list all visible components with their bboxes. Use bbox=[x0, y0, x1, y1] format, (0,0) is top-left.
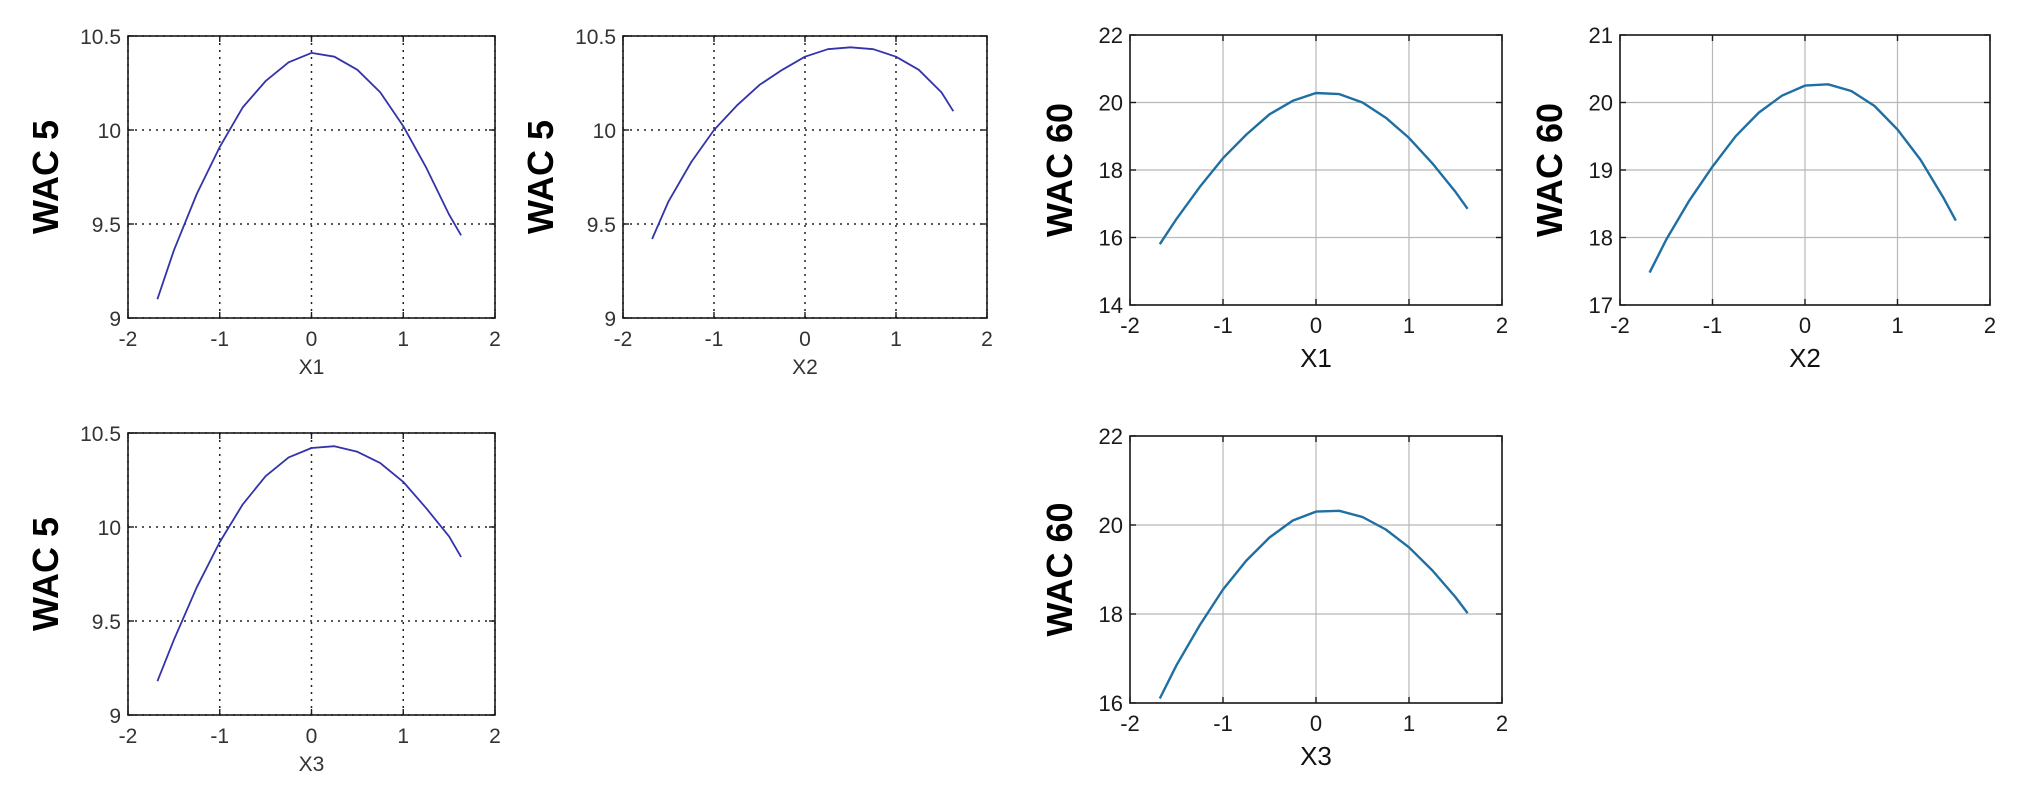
x-tick-label: -2 bbox=[119, 328, 138, 351]
y-tick-label: 20 bbox=[1099, 91, 1123, 116]
subplot-1: -2 -1 0 1 2 9 9.5 10 10.5 X1 WAC 5 bbox=[25, 26, 501, 379]
x-axis-label: X1 bbox=[299, 356, 325, 379]
subplot-4: -2 -1 0 1 2 17 18 19 20 21 X2 WAC 60 bbox=[1529, 23, 1996, 373]
x-axis-label: X3 bbox=[299, 753, 325, 776]
x-tick-label: -2 bbox=[119, 725, 138, 748]
y-tick-label: 21 bbox=[1589, 23, 1613, 48]
x-tick-label: -2 bbox=[1120, 313, 1140, 338]
x-axis-label: X2 bbox=[1789, 343, 1821, 373]
series-line bbox=[157, 53, 461, 299]
x-tick-label: 2 bbox=[489, 725, 501, 748]
series-line bbox=[652, 47, 953, 239]
series-line bbox=[1160, 93, 1468, 244]
x-axis-label: X1 bbox=[1300, 343, 1332, 373]
y-tick-label: 9.5 bbox=[92, 611, 121, 634]
y-tick-label: 19 bbox=[1589, 158, 1613, 183]
y-tick-label: 16 bbox=[1099, 691, 1123, 716]
x-tick-label: -1 bbox=[1703, 313, 1723, 338]
x-axis-label: X3 bbox=[1300, 741, 1332, 771]
y-tick-label: 17 bbox=[1589, 293, 1613, 318]
x-tick-label: 1 bbox=[397, 328, 409, 351]
y-tick-label: 22 bbox=[1099, 424, 1123, 449]
y-axis-label: WAC 5 bbox=[25, 120, 66, 234]
y-tick-label: 10 bbox=[98, 120, 121, 143]
series-line bbox=[1160, 511, 1468, 699]
y-axis-label: WAC 60 bbox=[1039, 103, 1080, 237]
y-tick-label: 10.5 bbox=[80, 26, 121, 49]
y-axis-label: WAC 5 bbox=[520, 120, 561, 234]
series-line bbox=[157, 446, 461, 681]
y-tick-label: 20 bbox=[1589, 91, 1613, 116]
x-tick-label: 0 bbox=[1310, 711, 1322, 736]
x-tick-label: -1 bbox=[1213, 711, 1233, 736]
x-tick-label: 1 bbox=[1403, 711, 1415, 736]
x-tick-label: 1 bbox=[890, 328, 902, 351]
subplot-6: -2 -1 0 1 2 16 18 20 22 X3 WAC 60 bbox=[1039, 424, 1508, 771]
x-tick-label: 1 bbox=[1891, 313, 1903, 338]
y-tick-label: 10 bbox=[593, 120, 616, 143]
x-tick-label: 2 bbox=[489, 328, 501, 351]
y-tick-label: 9.5 bbox=[587, 214, 616, 237]
y-tick-label: 14 bbox=[1099, 293, 1123, 318]
x-tick-label: -1 bbox=[1213, 313, 1233, 338]
y-tick-label: 10.5 bbox=[80, 423, 121, 446]
x-tick-label: 0 bbox=[306, 725, 318, 748]
x-tick-label: 1 bbox=[397, 725, 409, 748]
y-axis-label: WAC 5 bbox=[25, 517, 66, 631]
y-tick-label: 9.5 bbox=[92, 214, 121, 237]
x-tick-label: -2 bbox=[1610, 313, 1630, 338]
y-tick-label: 16 bbox=[1099, 226, 1123, 251]
x-tick-label: 2 bbox=[1496, 313, 1508, 338]
y-tick-label: 10 bbox=[98, 517, 121, 540]
y-tick-label: 18 bbox=[1589, 226, 1613, 251]
x-tick-label: 2 bbox=[1496, 711, 1508, 736]
x-tick-label: 2 bbox=[981, 328, 993, 351]
x-tick-label: -2 bbox=[614, 328, 633, 351]
y-axis-label: WAC 60 bbox=[1039, 502, 1080, 636]
series-line bbox=[1650, 84, 1956, 272]
y-tick-label: 18 bbox=[1099, 158, 1123, 183]
x-tick-label: 1 bbox=[1403, 313, 1415, 338]
x-tick-label: 0 bbox=[799, 328, 811, 351]
y-tick-label: 9 bbox=[604, 308, 616, 331]
subplot-5: -2 -1 0 1 2 9 9.5 10 10.5 X3 WAC 5 bbox=[25, 423, 501, 776]
x-tick-label: -2 bbox=[1120, 711, 1140, 736]
y-axis-label: WAC 60 bbox=[1529, 103, 1570, 237]
x-tick-label: 2 bbox=[1984, 313, 1996, 338]
x-tick-label: -1 bbox=[210, 328, 229, 351]
y-tick-label: 9 bbox=[109, 705, 121, 728]
subplot-2: -2 -1 0 1 2 9 9.5 10 10.5 X2 WAC 5 bbox=[520, 26, 993, 379]
x-tick-label: 0 bbox=[1799, 313, 1811, 338]
y-tick-label: 22 bbox=[1099, 23, 1123, 48]
y-tick-label: 18 bbox=[1099, 602, 1123, 627]
y-tick-label: 20 bbox=[1099, 513, 1123, 538]
x-tick-label: -1 bbox=[705, 328, 724, 351]
x-tick-label: -1 bbox=[210, 725, 229, 748]
x-tick-label: 0 bbox=[1310, 313, 1322, 338]
x-tick-label: 0 bbox=[306, 328, 318, 351]
y-tick-label: 10.5 bbox=[575, 26, 616, 49]
x-axis-label: X2 bbox=[792, 356, 818, 379]
y-tick-label: 9 bbox=[109, 308, 121, 331]
